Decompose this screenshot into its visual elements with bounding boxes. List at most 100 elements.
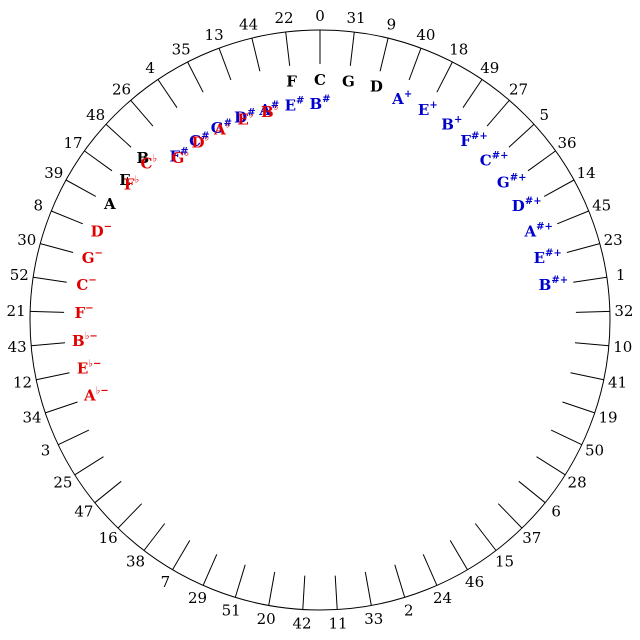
note-label: A#+	[523, 221, 552, 241]
tick-mark	[573, 276, 607, 283]
note-label: E+	[418, 100, 438, 120]
tick-mark	[268, 571, 276, 606]
note-label: D−	[91, 221, 112, 241]
step-numbers: 0 31 9401849275361445231321041195028637154…	[7, 7, 634, 633]
note-letter: A	[83, 387, 96, 405]
note-label: C	[314, 71, 326, 89]
tick-mark	[285, 31, 291, 66]
note-letter: D	[192, 134, 205, 152]
step-number-label: 15	[495, 553, 514, 571]
note-label: F	[286, 73, 297, 91]
tick-mark	[349, 31, 355, 66]
note-label: A♭	[213, 119, 231, 139]
note-letter: A	[391, 90, 404, 108]
tick-mark	[31, 342, 66, 347]
note-letter: B	[441, 115, 454, 133]
note-letter: B	[539, 276, 552, 294]
tick-mark	[36, 372, 70, 381]
step-number-label: 13	[205, 26, 224, 44]
note-label: G	[342, 73, 355, 91]
note-letter: B	[72, 332, 85, 350]
step-number-label: 31	[346, 9, 365, 27]
tick-mark	[408, 47, 422, 81]
note-label: D#+	[512, 196, 542, 216]
note-letter: G	[82, 249, 95, 267]
note-letter: F	[75, 304, 86, 322]
note-letter: A	[103, 195, 116, 213]
tick-mark	[379, 37, 389, 72]
tick-mark	[187, 61, 204, 93]
step-number-label: 28	[568, 473, 587, 491]
note-accidental: −	[88, 275, 96, 286]
note-label: E#+	[534, 247, 562, 267]
note-label: F−	[75, 303, 94, 323]
note-label: B#+	[539, 275, 568, 295]
note-accidental: ♭−	[96, 385, 109, 396]
note-accidental: #+	[545, 247, 562, 258]
step-ticks	[30, 30, 610, 610]
note-accidental: ♭	[205, 132, 210, 143]
note-accidental: +	[429, 100, 437, 111]
step-number-label: 26	[112, 81, 131, 99]
note-label: B♭	[261, 102, 279, 122]
tick-mark	[202, 554, 218, 586]
tick-mark	[302, 575, 306, 610]
note-accidental: #	[180, 146, 188, 157]
tick-mark	[30, 310, 65, 313]
step-number-label: 10	[613, 338, 632, 356]
note-label: A	[103, 195, 116, 213]
step-number-label: 33	[364, 610, 383, 628]
note-accidental: #+	[551, 275, 568, 286]
step-number-label: 16	[99, 529, 118, 547]
tick-mark	[536, 456, 566, 476]
note-label: E	[119, 171, 130, 189]
tick-mark	[550, 429, 583, 446]
tick-mark	[518, 480, 546, 504]
tick-mark	[57, 429, 90, 446]
tick-mark	[462, 79, 483, 108]
note-accidental: +	[404, 88, 412, 99]
note-accidental: ♭−	[85, 331, 98, 342]
step-number-label: 8	[34, 197, 44, 215]
tick-mark	[33, 276, 67, 283]
note-accidental: ♭−	[88, 358, 101, 369]
tick-mark	[51, 210, 83, 225]
note-label: C♭	[140, 153, 157, 173]
note-label: G−	[82, 247, 103, 267]
note-accidental: #	[296, 95, 304, 106]
note-letter: A	[258, 101, 271, 119]
step-number-label: 40	[416, 26, 435, 44]
note-letter: F	[286, 73, 297, 91]
step-number-label: 21	[7, 302, 26, 320]
step-number-label: 0	[315, 7, 325, 25]
tick-mark	[218, 47, 232, 81]
note-letter: E	[534, 249, 545, 267]
note-label: B♭−	[72, 331, 98, 351]
tick-mark	[543, 179, 575, 197]
note-letter: C	[189, 132, 201, 150]
note-label: E♭	[237, 109, 253, 128]
note-letter: B	[309, 95, 322, 113]
tick-mark	[45, 401, 78, 414]
note-letter: G	[497, 173, 510, 191]
step-number-label: 42	[292, 615, 311, 633]
note-accidental: #	[271, 100, 279, 111]
note-accidental: +	[454, 114, 462, 125]
note-accidental: ♭	[226, 119, 231, 130]
note-accidental: ♭	[152, 153, 157, 164]
note-letter: B	[261, 103, 274, 121]
tick-mark	[74, 456, 104, 476]
step-number-label: 18	[449, 41, 468, 59]
note-letter: C	[76, 276, 88, 294]
tick-mark	[130, 99, 154, 127]
note-accidental: −	[85, 303, 93, 314]
step-number-label: 48	[86, 106, 105, 124]
note-label: G#+	[497, 172, 527, 192]
note-letter: E	[77, 360, 88, 378]
step-number-label: 5	[540, 106, 550, 124]
tick-mark	[251, 37, 261, 72]
note-letter: E	[237, 110, 248, 128]
note-label: G#	[211, 117, 232, 137]
note-label: G♭	[172, 147, 190, 167]
